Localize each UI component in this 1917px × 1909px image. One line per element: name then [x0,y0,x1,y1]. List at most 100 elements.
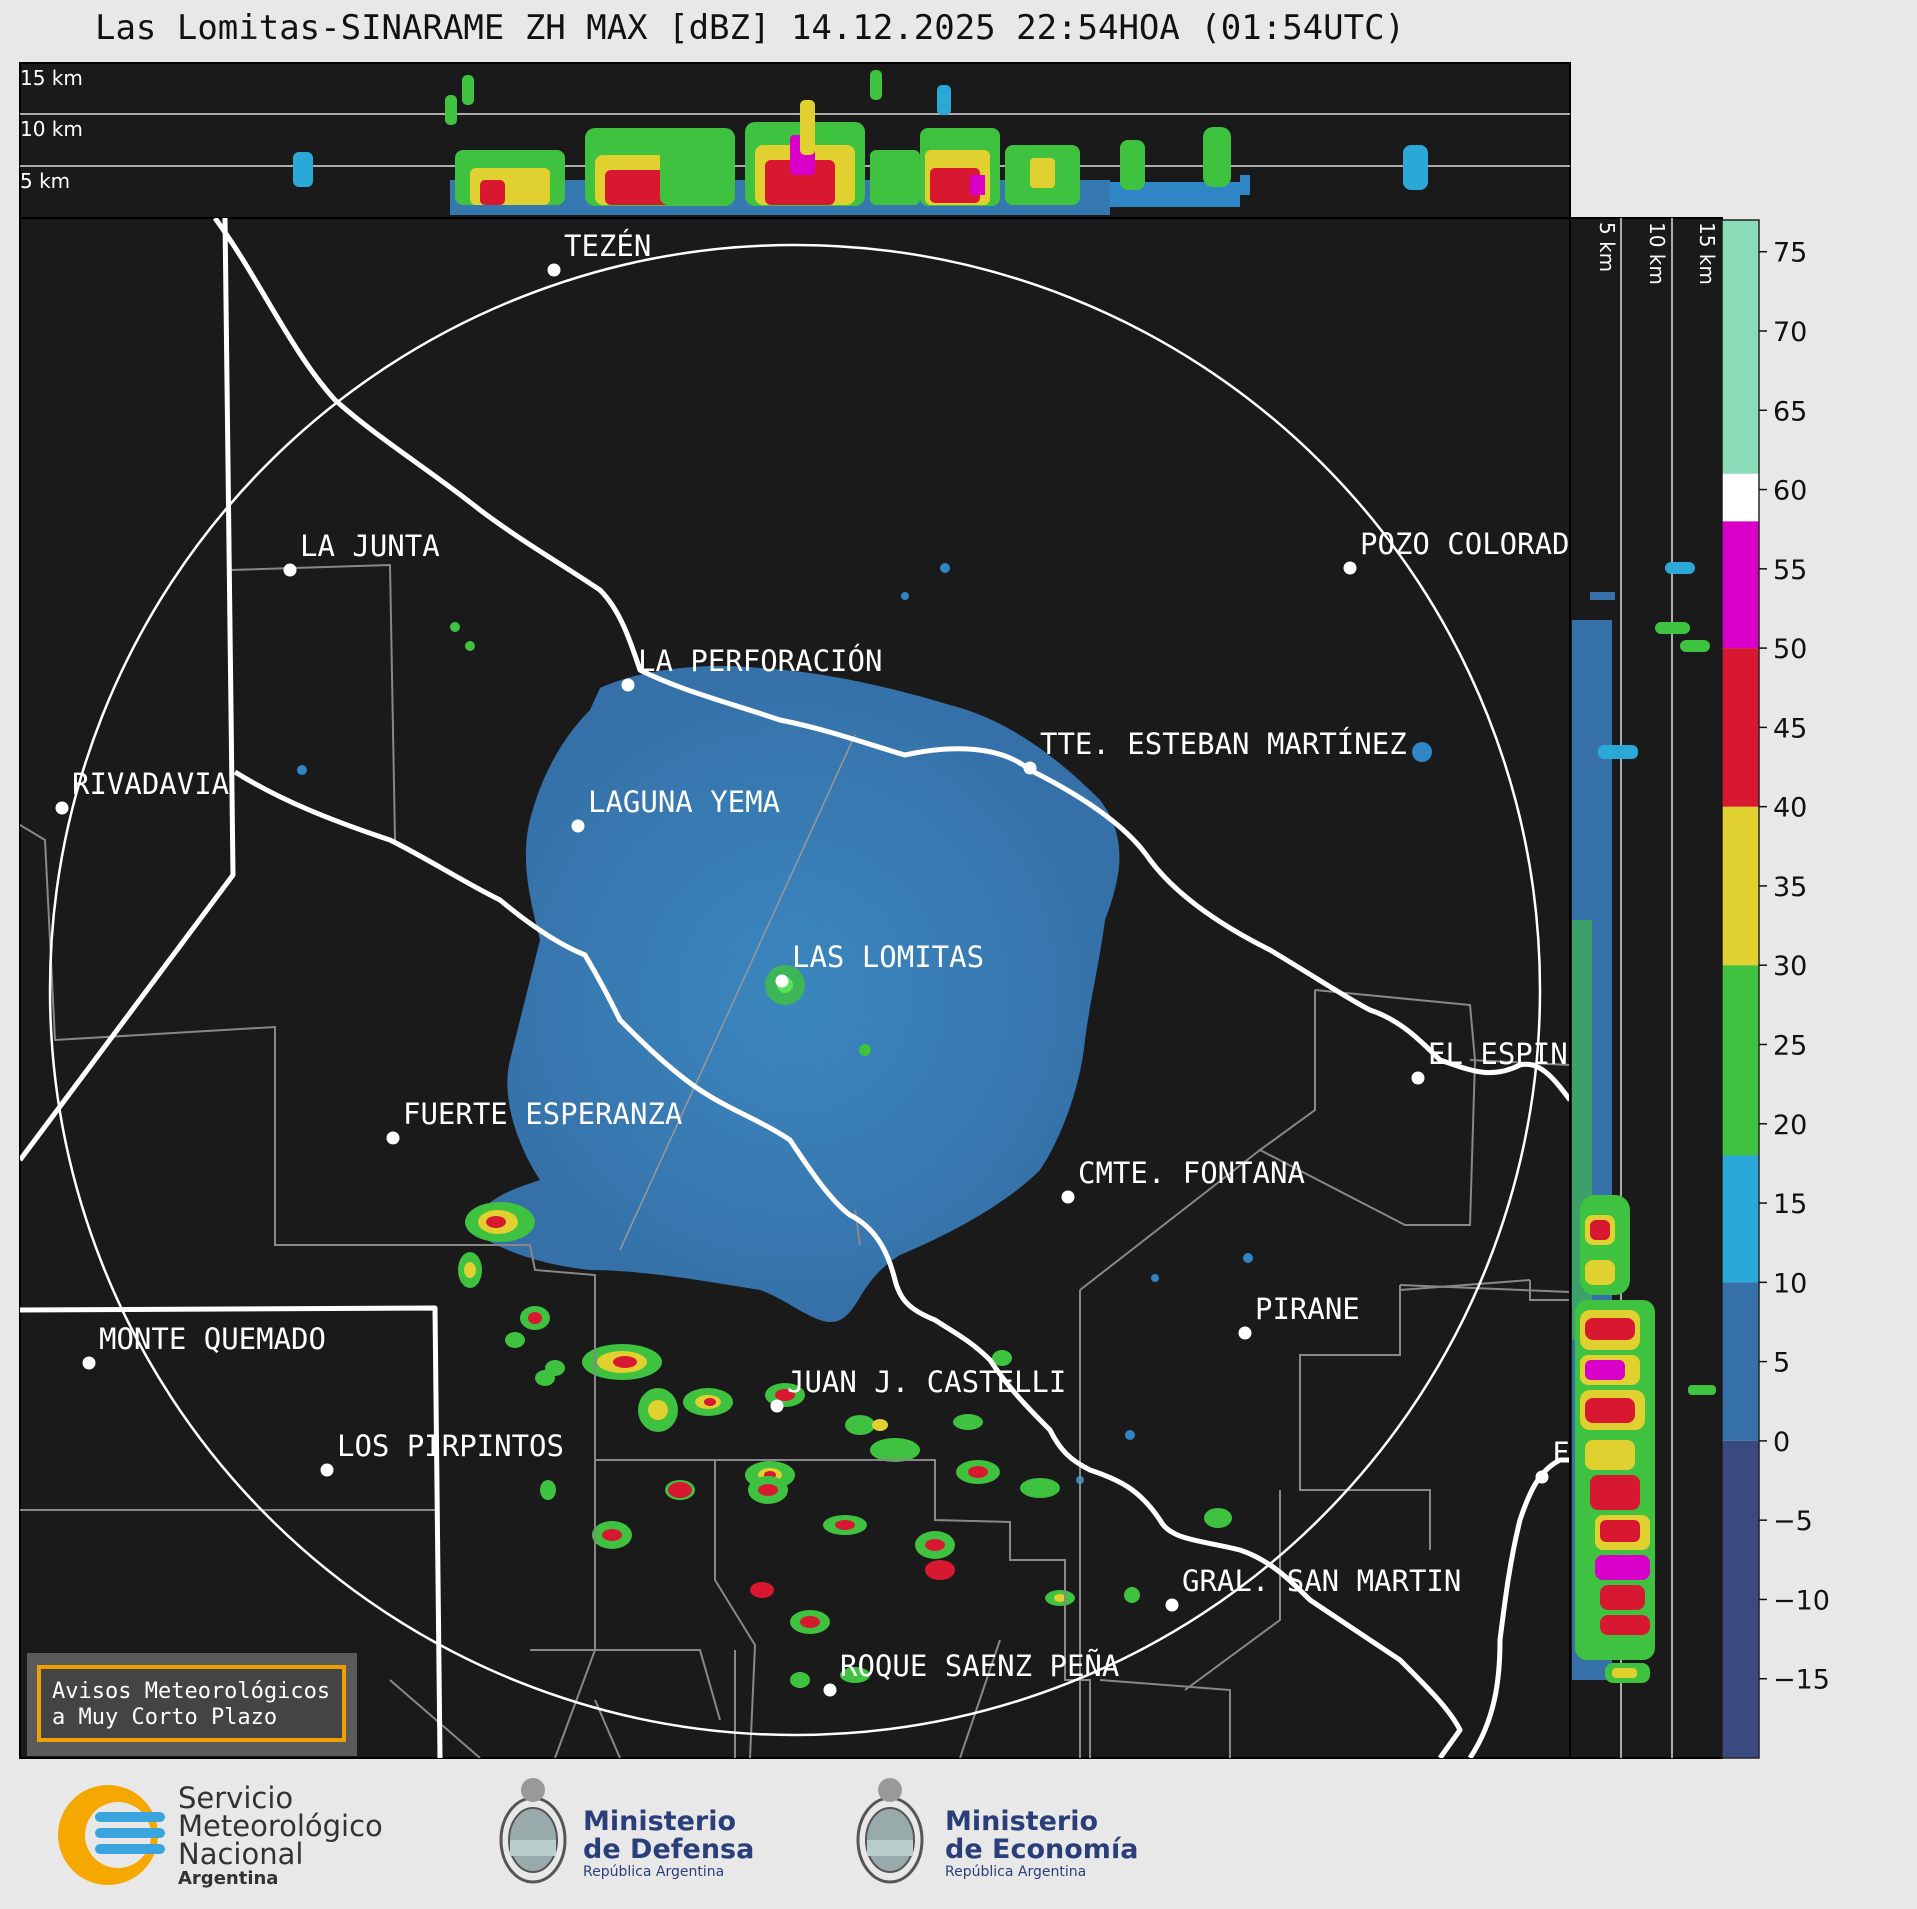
top-profile-label-10km: 10 km [20,117,83,141]
colorbar-tick-label: 60 [1773,476,1807,507]
storm-cells [458,1202,1232,1688]
place-label: MONTE QUEMADO [99,1322,326,1356]
place-label: EL ESPIN [1428,1037,1568,1071]
place-la-perforacion: LA PERFORACIÓN [621,644,882,692]
place-label: ROQUE SAENZ PEÑA [840,1649,1119,1683]
place-tte-esteban-martinez: TTE. ESTEBAN MARTÍNEZ [1023,727,1407,775]
place-tezen: TEZÉN [547,229,651,277]
place-pirane: PIRANE [1238,1292,1360,1340]
warning-box-line2: a Muy Corto Plazo [52,1705,277,1730]
place-label: LAS LOMITAS [792,940,984,974]
place-cmte-fontana: CMTE. FONTANA [1061,1156,1305,1204]
colorbar-tick-label: 40 [1773,793,1807,824]
place-label: CMTE. FONTANA [1078,1156,1305,1190]
colorbar-tick-label: 50 [1773,634,1807,665]
warning-box[interactable]: Avisos Meteorológicos a Muy Corto Plazo [27,1653,357,1756]
colorbar-tick-label: 15 [1773,1189,1807,1220]
place-label: TEZÉN [564,229,651,263]
place-label: JUAN J. CASTELLI [787,1365,1066,1399]
colorbar-segment [1722,806,1759,966]
defensa-coat-of-arms-icon [499,1778,567,1884]
place-label: F [1552,1436,1569,1470]
place-marker-dot [1238,1326,1252,1340]
colorbar-segment [1722,965,1759,1156]
place-marker-dot [823,1683,837,1697]
place-marker-dot [1061,1190,1075,1204]
place-marker-dot [1535,1470,1549,1484]
place-fuerte-esperanza: FUERTE ESPERANZA [386,1097,682,1145]
place-marker-dot [571,819,585,833]
colorbar-tick-label: 0 [1773,1427,1790,1458]
top-profile-label-15km: 15 km [20,66,83,90]
place-pozo-colorad: POZO COLORAD [1343,527,1570,575]
economia-logo: Ministerio de Economía República Argenti… [856,1778,1138,1884]
smn-logo: Servicio Meteorológico Nacional Argentin… [58,1781,383,1889]
place-la-junta: LA JUNTA [283,529,440,577]
place-marker-dot [547,263,561,277]
colorbar-tick-label: −10 [1773,1585,1830,1616]
place-marker-dot [320,1463,334,1477]
place-label: LOS PIRPINTOS [337,1429,564,1463]
colorbar-tick-label: −15 [1773,1665,1830,1696]
place-marker-dot [621,678,635,692]
side-profile-label-5km: 5 km [1595,222,1619,272]
economia-line1: Ministerio [945,1806,1098,1837]
province-boundaries [20,218,1570,1758]
place-label: TTE. ESTEBAN MARTÍNEZ [1040,727,1407,761]
place-label: LA JUNTA [300,529,440,563]
colorbar-tick-label: 75 [1773,238,1807,269]
place-label: POZO COLORAD [1360,527,1570,561]
colorbar-segment [1722,648,1759,807]
place-roque-saenz-pena: ROQUE SAENZ PEÑA [823,1649,1119,1697]
radar-range-ring [48,243,1542,1737]
place-rivadavia: RIVADAVIA [55,767,229,815]
department-boundaries [20,563,1570,1758]
place-marker-dot [1165,1598,1179,1612]
place-el-espin: EL ESPIN [1411,1037,1568,1085]
place-las-lomitas: LAS LOMITAS [775,940,984,988]
main-radar-map: TEZÉN LA JUNTA POZO COLORAD LA PERFORACIÓN T… [19,217,1571,1759]
economia-line3: República Argentina [945,1864,1086,1880]
place-monte-quemado: MONTE QUEMADO [82,1322,326,1370]
economia-coat-of-arms-icon [856,1778,924,1884]
place-los-pirpintos: LOS PIRPINTOS [320,1429,564,1477]
scattered-echoes [297,563,1432,1484]
place-label: LAGUNA YEMA [588,785,780,819]
colorbar-segment [1722,1155,1759,1283]
place-marker-dot [1023,761,1037,775]
side-profile-label-15km: 15 km [1695,222,1719,285]
economia-line2: de Economía [945,1834,1138,1865]
place-marker-dot [386,1131,400,1145]
place-marker-dot [55,801,69,815]
place-label: PIRANE [1255,1292,1360,1326]
colorbar-tick-label: 5 [1773,1348,1790,1379]
place-marker-dot [1343,561,1357,575]
defensa-line3: República Argentina [583,1864,724,1880]
colorbar-segment [1722,473,1759,522]
colorbar-segment [1722,1440,1759,1758]
colorbar-segment [1722,1282,1759,1441]
top-height-profile: 15 km 10 km 5 km [19,62,1571,219]
place-label: RIVADAVIA [72,767,229,801]
place-f: F [1535,1436,1569,1484]
colorbar-tick-label: 70 [1773,317,1807,348]
smn-line1: Servicio [178,1781,293,1815]
defensa-logo: Ministerio de Defensa República Argentin… [499,1778,754,1884]
defensa-line1: Ministerio [583,1806,736,1837]
place-label: GRAL. SAN MARTIN [1182,1564,1461,1598]
place-laguna-yema: LAGUNA YEMA [571,785,780,833]
place-marker-dot [82,1356,96,1370]
colorbar-tick-label: 10 [1773,1268,1807,1299]
colorbar-tick-label: 65 [1773,396,1807,427]
colorbar-tick-label: −5 [1773,1506,1813,1537]
colorbar-tick-label: 45 [1773,713,1807,744]
smn-line2: Meteorológico [178,1809,383,1843]
colorbar-tick-label: 30 [1773,951,1807,982]
side-profile-label-10km: 10 km [1645,222,1669,285]
colorbar-tick-label: 20 [1773,1110,1807,1141]
colorbar-tick-label: 55 [1773,555,1807,586]
place-gral-san-martin: GRAL. SAN MARTIN [1165,1564,1461,1612]
top-profile-label-5km: 5 km [20,169,70,193]
smn-line3: Nacional [178,1837,303,1871]
